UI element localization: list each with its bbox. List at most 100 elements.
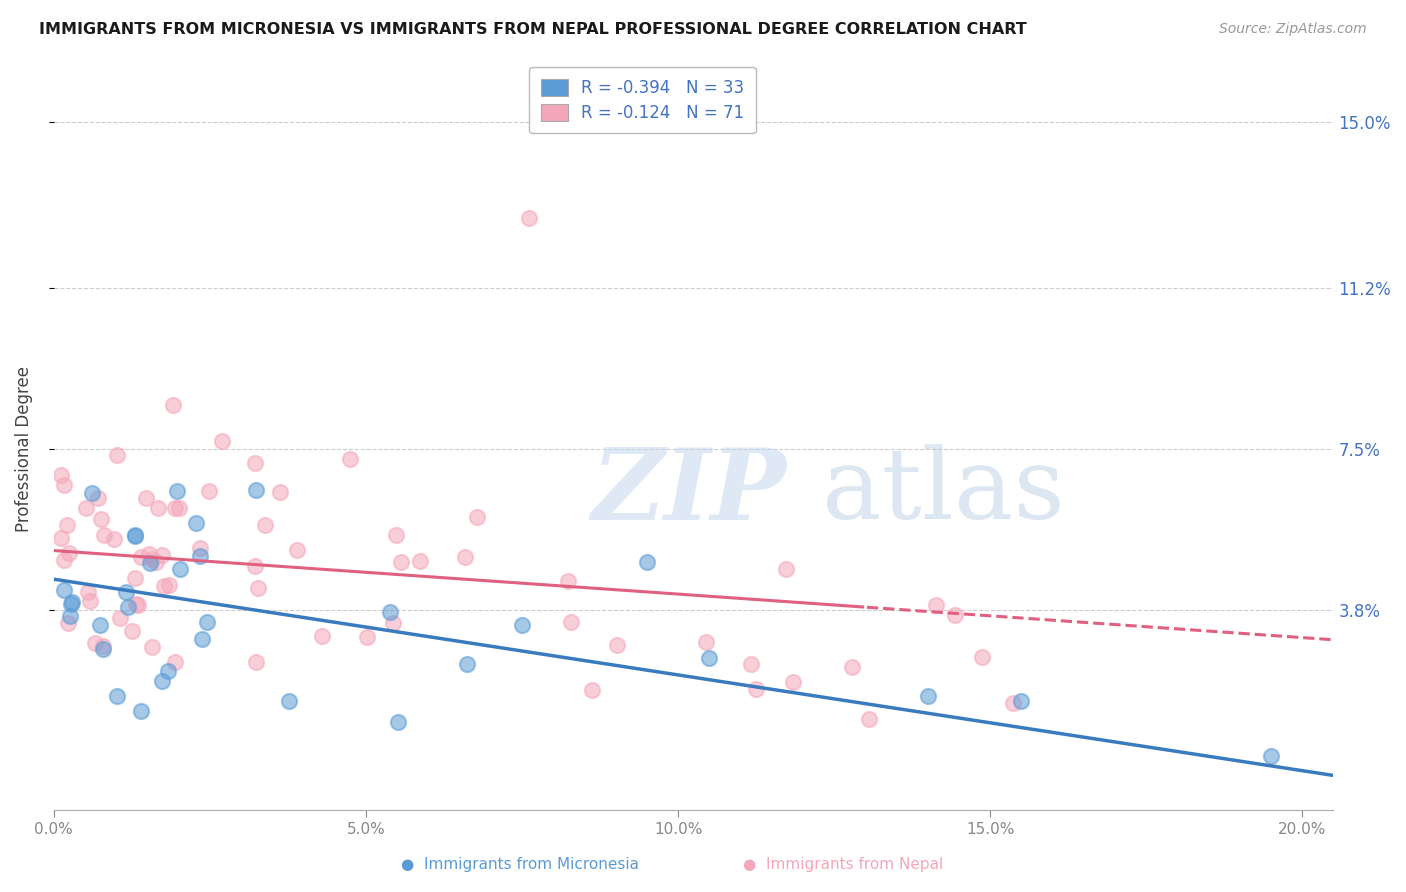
Point: [103, 533, 125, 547]
Y-axis label: Professional Degree: Professional Degree: [15, 366, 32, 532]
Point: [141, 552, 163, 566]
Point: [211, 434, 233, 448]
Point: [775, 562, 797, 576]
Point: [56, 517, 79, 532]
Point: [378, 605, 401, 619]
Point: [91, 639, 114, 653]
Text: IMMIGRANTS FROM MICRONESIA VS IMMIGRANTS FROM NEPAL PROFESSIONAL DEGREE CORRELAT: IMMIGRANTS FROM MICRONESIA VS IMMIGRANTS…: [39, 22, 1028, 37]
Point: [740, 657, 762, 672]
Point: [91, 642, 114, 657]
Point: [246, 582, 269, 596]
Point: [456, 657, 478, 672]
Point: [557, 574, 579, 588]
Point: [75, 501, 97, 516]
Point: [87, 491, 110, 505]
Point: [510, 617, 533, 632]
Point: [145, 556, 167, 570]
Point: [917, 689, 939, 703]
Point: [117, 599, 139, 614]
Point: [384, 528, 406, 542]
Point: [186, 516, 208, 530]
Point: [560, 615, 582, 629]
Point: [135, 491, 157, 506]
Point: [141, 640, 163, 655]
Text: ZIP: ZIP: [592, 444, 786, 541]
Point: [198, 483, 221, 498]
Point: [841, 659, 863, 673]
Point: [157, 664, 180, 678]
Point: [163, 656, 186, 670]
Point: [1260, 749, 1282, 764]
Point: [245, 655, 267, 669]
Point: [129, 550, 152, 565]
Point: [60, 595, 83, 609]
Point: [188, 541, 211, 555]
Point: [152, 578, 174, 592]
Point: [695, 635, 717, 649]
Point: [245, 483, 267, 498]
Text: ●  Immigrants from Micronesia: ● Immigrants from Micronesia: [401, 857, 640, 872]
Point: [381, 616, 404, 631]
Point: [636, 555, 658, 569]
Point: [191, 632, 214, 647]
Point: [110, 611, 132, 625]
Point: [278, 694, 301, 708]
Point: [51, 467, 73, 482]
Point: [285, 543, 308, 558]
Text: Source: ZipAtlas.com: Source: ZipAtlas.com: [1219, 22, 1367, 37]
Point: [188, 549, 211, 563]
Point: [697, 651, 720, 665]
Point: [150, 548, 173, 562]
Point: [782, 675, 804, 690]
Point: [89, 617, 111, 632]
Point: [166, 483, 188, 498]
Point: [606, 638, 628, 652]
Point: [1010, 694, 1032, 708]
Point: [150, 673, 173, 688]
Point: [454, 549, 477, 564]
Point: [243, 456, 266, 470]
Point: [105, 448, 128, 462]
Point: [129, 704, 152, 718]
Point: [146, 501, 169, 516]
Point: [339, 451, 361, 466]
Point: [356, 630, 378, 644]
Point: [52, 478, 75, 492]
Point: [157, 578, 180, 592]
Point: [121, 624, 143, 638]
Point: [311, 629, 333, 643]
Legend: R = -0.394   N = 33, R = -0.124   N = 71: R = -0.394 N = 33, R = -0.124 N = 71: [529, 67, 755, 134]
Point: [56, 616, 79, 631]
Point: [387, 714, 409, 729]
Point: [517, 211, 540, 226]
Point: [254, 518, 277, 533]
Text: atlas: atlas: [821, 444, 1064, 540]
Point: [465, 509, 488, 524]
Point: [124, 571, 146, 585]
Point: [138, 547, 160, 561]
Point: [925, 599, 948, 613]
Point: [389, 556, 412, 570]
Point: [105, 689, 128, 703]
Point: [80, 485, 103, 500]
Text: ●  Immigrants from Nepal: ● Immigrants from Nepal: [744, 857, 943, 872]
Point: [127, 598, 149, 612]
Point: [52, 583, 75, 598]
Point: [53, 553, 76, 567]
Point: [125, 597, 148, 611]
Point: [858, 712, 880, 726]
Point: [970, 650, 993, 665]
Point: [1002, 697, 1025, 711]
Point: [77, 585, 100, 599]
Point: [79, 594, 101, 608]
Point: [162, 398, 184, 412]
Point: [59, 609, 82, 624]
Point: [124, 529, 146, 543]
Point: [49, 531, 72, 545]
Point: [245, 558, 267, 573]
Point: [114, 584, 136, 599]
Point: [409, 553, 432, 567]
Point: [165, 500, 187, 515]
Point: [744, 681, 766, 696]
Point: [169, 562, 191, 576]
